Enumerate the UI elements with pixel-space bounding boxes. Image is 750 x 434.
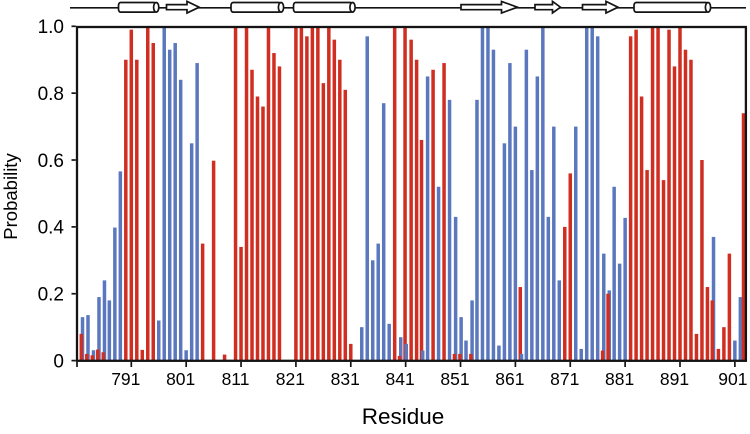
svg-text:851: 851 xyxy=(440,369,469,389)
svg-text:841: 841 xyxy=(386,369,415,389)
svg-text:811: 811 xyxy=(222,369,250,389)
svg-text:0.6: 0.6 xyxy=(38,151,64,172)
svg-text:891: 891 xyxy=(660,369,689,389)
svg-text:1.0: 1.0 xyxy=(38,17,64,38)
svg-text:Residue: Residue xyxy=(362,404,445,429)
svg-text:0.8: 0.8 xyxy=(38,84,64,105)
svg-text:0.2: 0.2 xyxy=(38,285,64,306)
svg-text:Probability: Probability xyxy=(0,153,21,240)
svg-text:861: 861 xyxy=(495,369,524,389)
svg-text:0: 0 xyxy=(53,351,64,372)
svg-text:901: 901 xyxy=(718,369,747,389)
svg-text:0.4: 0.4 xyxy=(38,218,65,239)
svg-text:821: 821 xyxy=(276,369,305,389)
svg-text:791: 791 xyxy=(111,369,140,389)
svg-text:881: 881 xyxy=(605,369,634,389)
svg-text:871: 871 xyxy=(550,369,579,389)
svg-text:801: 801 xyxy=(166,369,195,389)
svg-text:831: 831 xyxy=(331,369,360,389)
